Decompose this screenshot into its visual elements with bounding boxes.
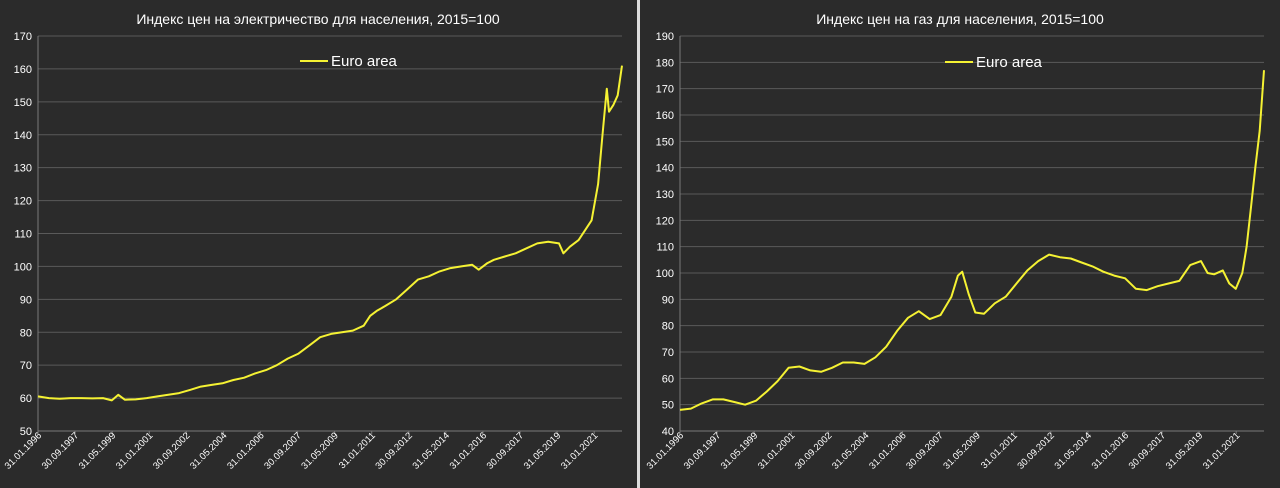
y-tick-label: 110: [14, 229, 32, 241]
x-tick-label: 31.05.2004: [188, 430, 229, 471]
y-tick-label: 190: [656, 31, 674, 43]
x-tick-label: 30.09.2012: [374, 430, 415, 471]
y-tick-label: 100: [656, 268, 674, 280]
x-tick-label: 31.05.2019: [522, 430, 563, 471]
y-tick-label: 120: [14, 196, 32, 208]
y-tick-label: 100: [14, 261, 32, 273]
x-tick-label: 30.09.2002: [793, 430, 834, 471]
y-tick-label: 120: [656, 215, 674, 227]
chart-title: Индекс цен на электричество для населени…: [136, 11, 500, 27]
x-tick-label: 30.09.2012: [1016, 430, 1057, 471]
x-tick-label: 30.09.1997: [40, 430, 81, 471]
x-tick-label: 31.01.2021: [559, 430, 600, 471]
chart-electricity: Индекс цен на электричество для населени…: [3, 11, 623, 472]
y-tick-label: 150: [656, 136, 674, 148]
y-tick-label: 130: [656, 189, 674, 201]
y-tick-label: 130: [14, 163, 32, 175]
series-line-euro-area: [37, 65, 623, 402]
y-tick-label: 50: [20, 426, 32, 438]
x-tick-label: 31.01.2011: [979, 430, 1020, 471]
x-tick-label: 31.05.2009: [299, 430, 340, 471]
x-tick-label: 30.09.2017: [485, 430, 526, 471]
x-tick-label: 30.09.2007: [904, 430, 945, 471]
x-tick-label: 31.05.2009: [941, 430, 982, 471]
x-tick-label: 31.01.2021: [1201, 430, 1242, 471]
y-tick-label: 70: [20, 360, 32, 372]
x-tick-label: 31.05.2019: [1164, 430, 1205, 471]
y-tick-label: 50: [662, 400, 674, 412]
chart-panel-electricity: Индекс цен на электричество для населени…: [0, 0, 637, 488]
x-tick-label: 31.01.2016: [448, 430, 489, 471]
chart-panel-gas: Индекс цен на газ для населения, 2015=10…: [640, 0, 1280, 488]
y-tick-label: 170: [14, 31, 32, 43]
chart-title: Индекс цен на газ для населения, 2015=10…: [816, 11, 1104, 27]
y-tick-label: 60: [20, 393, 32, 405]
x-tick-label: 31.05.1999: [77, 430, 118, 471]
y-tick-label: 170: [656, 84, 674, 96]
y-tick-label: 160: [656, 110, 674, 122]
x-tick-label: 30.09.2017: [1127, 430, 1168, 471]
x-tick-label: 31.05.2004: [830, 430, 871, 471]
y-tick-label: 180: [656, 57, 674, 69]
y-tick-label: 140: [656, 163, 674, 175]
x-tick-label: 31.01.2001: [756, 430, 797, 471]
x-tick-label: 31.05.2014: [1053, 430, 1094, 471]
x-tick-label: 30.09.2007: [262, 430, 303, 471]
x-tick-label: 31.01.2006: [225, 430, 266, 471]
x-tick-label: 30.09.1997: [682, 430, 723, 471]
x-tick-label: 31.01.2016: [1090, 430, 1131, 471]
x-tick-label: 31.05.1999: [719, 430, 760, 471]
x-tick-label: 31.01.2006: [867, 430, 908, 471]
chart-gas: Индекс цен на газ для населения, 2015=10…: [645, 11, 1265, 472]
y-tick-label: 70: [662, 347, 674, 359]
panel-divider: [637, 0, 640, 488]
y-tick-label: 160: [14, 64, 32, 76]
y-tick-label: 80: [20, 327, 32, 339]
series-line-euro-area: [679, 70, 1265, 411]
y-tick-label: 60: [662, 373, 674, 385]
y-tick-label: 90: [20, 294, 32, 306]
legend-label: Euro area: [331, 53, 398, 70]
y-tick-label: 90: [662, 294, 674, 306]
y-tick-label: 110: [656, 242, 674, 254]
y-tick-label: 150: [14, 97, 32, 109]
legend-label: Euro area: [976, 54, 1043, 71]
x-tick-label: 31.01.2001: [114, 430, 155, 471]
y-tick-label: 140: [14, 130, 32, 142]
y-tick-label: 40: [662, 426, 674, 438]
y-tick-label: 80: [662, 321, 674, 333]
x-tick-label: 31.01.2011: [337, 430, 378, 471]
x-tick-label: 31.05.2014: [411, 430, 452, 471]
x-tick-label: 30.09.2002: [151, 430, 192, 471]
